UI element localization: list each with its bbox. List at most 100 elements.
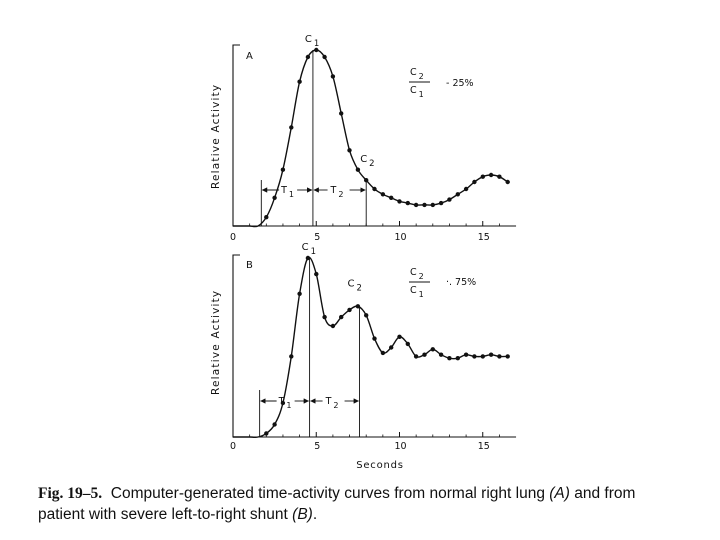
panel-b-data-point — [497, 354, 502, 359]
panel-b-data-point — [438, 352, 444, 357]
panel-a-data-point — [347, 148, 352, 153]
panel-b-data-point — [380, 350, 386, 356]
panel-a-data-point — [372, 186, 377, 192]
panel-b-data-point — [505, 354, 510, 359]
panel-a-data-point — [389, 195, 394, 200]
panel-b-data-point — [289, 354, 294, 359]
panel-b-data-point — [488, 352, 494, 357]
panel-a-data-point — [463, 186, 469, 192]
panel-b-data-point — [372, 336, 377, 341]
panel-a-data-point — [314, 47, 319, 53]
panel-a-x-tick-label-0: 0 — [230, 232, 236, 243]
panel-b-data-point — [330, 323, 336, 329]
panel-a-ratio-value: - 25% — [446, 78, 474, 89]
panel-a-data-point — [497, 174, 502, 179]
panel-b-data-point — [355, 304, 361, 309]
panel-a-data-point — [488, 172, 494, 178]
panel-b-data-point — [322, 314, 327, 320]
panel-b-data-point — [413, 354, 419, 359]
caption-figure-label: Fig. 19–5. — [38, 485, 103, 502]
panel-a-data-point — [405, 200, 410, 206]
panel-a-data-point — [280, 167, 286, 172]
figure-caption: Fig. 19–5. Computer-generated time-activ… — [38, 483, 678, 525]
panel-a-data-point — [455, 192, 460, 197]
panel-b-axis-frame — [232, 254, 517, 438]
panel-a-data-point — [297, 79, 302, 84]
panel-a-data-point — [364, 178, 369, 183]
panel-a-x-tick-label-15: 15 — [478, 232, 490, 243]
panel-a-data-point — [397, 199, 402, 204]
panel-b-data-point — [305, 255, 311, 261]
panel-b-data-point — [472, 354, 477, 359]
panel-b-data-point — [480, 354, 485, 359]
panel-b-x-tick-label-5: 5 — [314, 441, 320, 452]
panel-b-x-axis-label: Seconds — [356, 460, 404, 471]
panel-a-data-point — [480, 174, 485, 179]
panel-b-data-point — [447, 356, 452, 361]
panel-a-data-point — [472, 179, 477, 185]
panel-a-y-axis-label: Relative Activity — [210, 84, 222, 189]
panel-a-data-point — [322, 54, 327, 60]
panel-b-data-point — [280, 400, 286, 406]
panel-b-x-tick-label-15: 15 — [478, 441, 490, 452]
panel-b-y-axis-label: Relative Activity — [210, 290, 222, 395]
panel-a-data-point — [272, 195, 277, 200]
panel-a-data-point — [380, 192, 386, 197]
panel-a-data-point — [413, 202, 419, 208]
panel-b-activity-curve — [233, 256, 508, 438]
caption-panel-a-ref: (A) — [549, 485, 570, 502]
panel-a-chart: 0 5 10 15 C 1 C 2 T 1 T 2 C 2 C 1 - 25% A Relative Acti… — [210, 34, 517, 243]
panel-b-data-point — [397, 334, 402, 339]
panel-b-data-point — [455, 356, 460, 361]
panel-b-data-point — [405, 341, 410, 347]
panel-b-data-point — [339, 314, 344, 320]
panel-b-data-point — [364, 313, 369, 318]
panel-b-data-point — [389, 345, 394, 350]
caption-text-part2: and from patient with severe left-to-rig… — [38, 485, 636, 523]
panel-b-x-tick-label-10: 10 — [394, 441, 406, 452]
panel-b-x-tick-label-0: 0 — [230, 441, 236, 452]
panel-a-data-point — [289, 125, 294, 130]
caption-panel-b-ref: (B) — [292, 506, 313, 523]
panel-b-data-point — [347, 307, 352, 313]
panel-a-data-point — [430, 202, 435, 208]
caption-text-part1: Computer-generated time-activity curves … — [110, 485, 545, 502]
panel-b-data-point — [463, 352, 469, 357]
panel-a-data-point — [505, 179, 510, 185]
panel-b-data-point — [272, 422, 277, 427]
panel-b-chart: 0 5 10 15 C 1 C 2 T 1 T 2 C 2 C 1 ·. 75% B Relative Act… — [210, 242, 517, 471]
panel-a-activity-curve — [233, 49, 509, 228]
panel-b-label: B — [246, 260, 253, 271]
caption-end: . — [312, 506, 318, 523]
panel-a-data-point — [305, 54, 311, 60]
panel-a-data-point — [330, 74, 336, 79]
panel-a-data-point — [422, 202, 427, 208]
panel-b-data-point — [264, 431, 269, 436]
panel-a-label: A — [246, 51, 253, 62]
panel-a-data-point — [339, 111, 344, 116]
panel-a-x-tick-label-10: 10 — [394, 232, 406, 243]
panel-b-data-point — [430, 347, 435, 352]
panel-a-data-point — [355, 167, 361, 172]
panel-b-data-point — [422, 352, 427, 357]
panel-a-data-point — [438, 200, 444, 206]
panel-b-data-point — [314, 271, 319, 277]
panel-a-x-tick-label-5: 5 — [314, 232, 320, 243]
panel-a-data-point — [264, 215, 269, 220]
panel-b-data-point — [297, 291, 302, 296]
panel-a-data-point — [447, 197, 452, 202]
panel-a-axis-frame — [232, 44, 517, 227]
